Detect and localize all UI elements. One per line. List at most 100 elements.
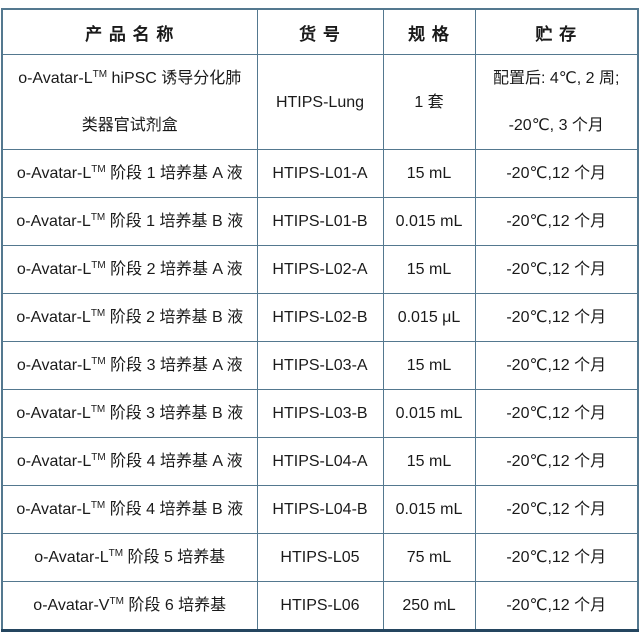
product-name-rest: 阶段 6 培养基 — [123, 597, 227, 614]
catalog-cell: HTIPS-L05 — [256, 533, 384, 582]
storage-line1: -20℃,12 个月 — [506, 453, 607, 470]
storage-line1: -20℃,12 个月 — [506, 261, 607, 278]
product-name-line1: o-Avatar-LTM 阶段 2 培养基 B 液 — [6, 295, 254, 341]
trademark-superscript: TM — [90, 500, 106, 511]
trademark-superscript: TM — [91, 260, 106, 271]
storage-cell: -20℃,12 个月 — [474, 149, 639, 198]
product-name-line1: o-Avatar-LTM 阶段 1 培养基 B 液 — [6, 199, 254, 245]
trademark-superscript: TM — [91, 164, 106, 175]
spec-cell: 250 mL — [382, 581, 476, 631]
storage-cell: -20℃,12 个月 — [474, 437, 639, 486]
trademark-superscript: TM — [90, 404, 106, 415]
product-name-line1: o-Avatar-LTM 阶段 4 培养基 A 液 — [6, 439, 254, 485]
spec-cell: 0.015 mL — [382, 197, 476, 246]
trademark-superscript: TM — [91, 452, 106, 463]
product-name-cell: o-Avatar-LTM 阶段 1 培养基 A 液 — [1, 149, 258, 198]
product-name-rest: 阶段 1 培养基 B 液 — [105, 213, 244, 230]
header-specification: 规 格 — [382, 8, 476, 55]
header-catalog-number: 货 号 — [256, 8, 384, 55]
product-name-cell: o-Avatar-LTM hiPSC 诱导分化肺 类器官试剂盒 — [1, 54, 258, 150]
table-row: o-Avatar-LTM 阶段 3 培养基 A 液 HTIPS-L03-A 15… — [1, 341, 639, 390]
catalog-cell: HTIPS-L01-B — [256, 197, 384, 246]
table-header-row: 产 品 名 称 货 号 规 格 贮 存 — [1, 8, 639, 55]
catalog-cell: HTIPS-L04-A — [256, 437, 384, 486]
product-name-cell: o-Avatar-VTM 阶段 6 培养基 — [1, 581, 258, 631]
table-row: o-Avatar-LTM hiPSC 诱导分化肺 类器官试剂盒 HTIPS-Lu… — [1, 54, 639, 150]
product-name-rest: 阶段 5 培养基 — [123, 549, 226, 566]
spec-cell: 1 套 — [382, 54, 476, 150]
product-name-prefix: o-Avatar-L — [16, 501, 91, 518]
storage-line1: -20℃,12 个月 — [506, 501, 607, 518]
table-row: o-Avatar-LTM 阶段 1 培养基 A 液 HTIPS-L01-A 15… — [1, 149, 639, 198]
catalog-cell: HTIPS-L03-A — [256, 341, 384, 390]
product-name-rest: 阶段 2 培养基 B 液 — [105, 309, 244, 326]
catalog-cell: HTIPS-L03-B — [256, 389, 384, 438]
storage-line1: 配置后: 4℃, 2 周; — [493, 70, 620, 87]
table-row: o-Avatar-LTM 阶段 2 培养基 B 液 HTIPS-L02-B 0.… — [1, 293, 639, 342]
storage-cell: -20℃,12 个月 — [474, 389, 639, 438]
product-name-cell: o-Avatar-LTM 阶段 3 培养基 B 液 — [1, 389, 258, 438]
spec-cell: 0.015 μL — [382, 293, 476, 342]
product-name-cell: o-Avatar-LTM 阶段 5 培养基 — [1, 533, 258, 582]
storage-cell: -20℃,12 个月 — [474, 581, 639, 631]
catalog-cell: HTIPS-L01-A — [256, 149, 384, 198]
storage-line1: -20℃,12 个月 — [506, 549, 607, 566]
spec-cell: 15 mL — [382, 341, 476, 390]
storage-cell: -20℃,12 个月 — [474, 485, 639, 534]
storage-line1: -20℃,12 个月 — [506, 405, 607, 422]
product-name-cell: o-Avatar-LTM 阶段 4 培养基 A 液 — [1, 437, 258, 486]
product-name-line1: o-Avatar-LTM hiPSC 诱导分化肺 — [6, 56, 254, 103]
product-name-prefix: o-Avatar-V — [33, 597, 110, 614]
header-storage: 贮 存 — [474, 8, 639, 55]
spec-cell: 0.015 mL — [382, 389, 476, 438]
product-table: 产 品 名 称 货 号 规 格 贮 存 o-Avatar-LTM hiPSC 诱… — [1, 8, 639, 632]
product-name-line1: o-Avatar-LTM 阶段 3 培养基 A 液 — [6, 343, 254, 389]
trademark-superscript: TM — [91, 356, 106, 367]
storage-line1: -20℃,12 个月 — [506, 597, 607, 614]
catalog-cell: HTIPS-Lung — [256, 54, 384, 150]
catalog-cell: HTIPS-L02-B — [256, 293, 384, 342]
product-name-line2: 类器官试剂盒 — [81, 117, 178, 134]
catalog-cell: HTIPS-L06 — [256, 581, 384, 631]
product-name-rest: hiPSC 诱导分化肺 — [107, 70, 242, 87]
spec-cell: 15 mL — [382, 437, 476, 486]
table-row: o-Avatar-LTM 阶段 4 培养基 A 液 HTIPS-L04-A 15… — [1, 437, 639, 486]
product-name-prefix: o-Avatar-L — [16, 309, 91, 326]
product-name-line1: o-Avatar-LTM 阶段 2 培养基 A 液 — [6, 247, 254, 293]
table-row: o-Avatar-LTM 阶段 1 培养基 B 液 HTIPS-L01-B 0.… — [1, 197, 639, 246]
product-name-prefix: o-Avatar-L — [16, 453, 92, 470]
trademark-superscript: TM — [109, 596, 124, 607]
product-name-line1: o-Avatar-LTM 阶段 5 培养基 — [6, 535, 254, 581]
product-name-line1: o-Avatar-LTM 阶段 4 培养基 B 液 — [6, 487, 254, 533]
storage-cell: 配置后: 4℃, 2 周; -20℃, 3 个月 — [474, 54, 639, 150]
spec-cell: 0.015 mL — [382, 485, 476, 534]
product-name-line1: o-Avatar-VTM 阶段 6 培养基 — [6, 583, 254, 630]
product-name-rest: 阶段 4 培养基 A 液 — [105, 453, 243, 470]
product-name-rest: 阶段 3 培养基 A 液 — [105, 357, 243, 374]
trademark-superscript: TM — [90, 308, 106, 319]
product-name-cell: o-Avatar-LTM 阶段 2 培养基 A 液 — [1, 245, 258, 294]
storage-cell: -20℃,12 个月 — [474, 533, 639, 582]
product-name-rest: 阶段 1 培养基 A 液 — [105, 165, 243, 182]
table-row: o-Avatar-VTM 阶段 6 培养基 HTIPS-L06 250 mL -… — [1, 581, 639, 631]
spec-cell: 75 mL — [382, 533, 476, 582]
storage-cell: -20℃,12 个月 — [474, 197, 639, 246]
spec-cell: 15 mL — [382, 245, 476, 294]
product-name-rest: 阶段 3 培养基 B 液 — [105, 405, 244, 422]
table-row: o-Avatar-LTM 阶段 3 培养基 B 液 HTIPS-L03-B 0.… — [1, 389, 639, 438]
storage-line1: -20℃,12 个月 — [506, 357, 607, 374]
storage-line1: -20℃,12 个月 — [506, 213, 607, 230]
product-name-prefix: o-Avatar-L — [16, 165, 92, 182]
trademark-superscript: TM — [90, 212, 106, 223]
product-name-cell: o-Avatar-LTM 阶段 3 培养基 A 液 — [1, 341, 258, 390]
product-name-rest: 阶段 4 培养基 B 液 — [105, 501, 244, 518]
product-name-line1: o-Avatar-LTM 阶段 3 培养基 B 液 — [6, 391, 254, 437]
table-row: o-Avatar-LTM 阶段 2 培养基 A 液 HTIPS-L02-A 15… — [1, 245, 639, 294]
storage-line2: -20℃, 3 个月 — [508, 117, 604, 134]
product-name-cell: o-Avatar-LTM 阶段 1 培养基 B 液 — [1, 197, 258, 246]
product-name-prefix: o-Avatar-L — [16, 261, 92, 278]
product-name-prefix: o-Avatar-L — [34, 549, 109, 566]
product-name-prefix: o-Avatar-L — [16, 357, 92, 374]
product-name-prefix: o-Avatar-L — [18, 70, 93, 87]
